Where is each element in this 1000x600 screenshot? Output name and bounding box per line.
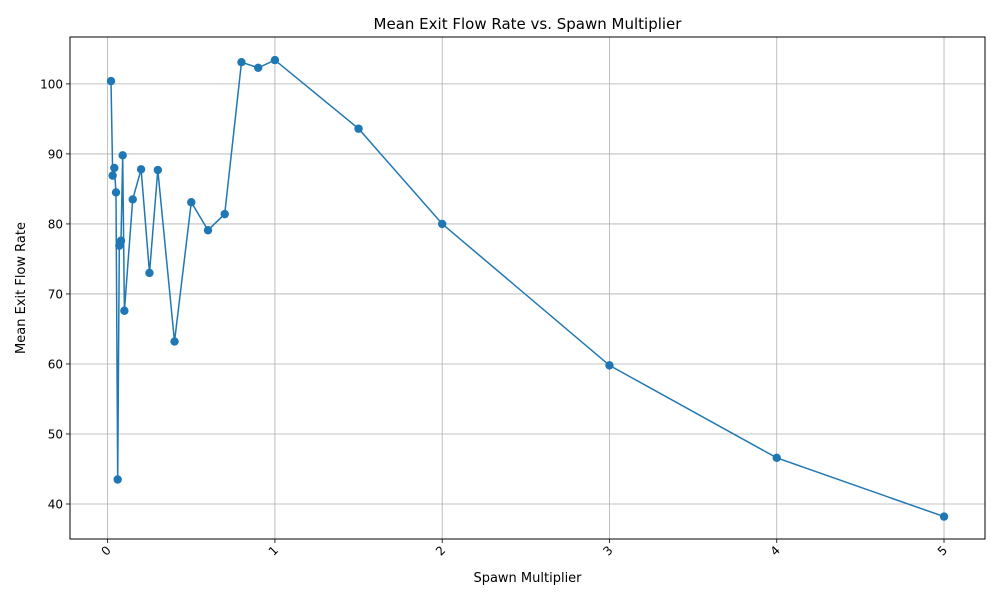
y-tick-label: 70	[48, 287, 63, 301]
data-point	[153, 165, 163, 175]
data-point	[354, 124, 363, 133]
plot-frame	[69, 36, 986, 540]
data-point	[203, 226, 213, 235]
y-axis: 40 50 60 70 80 90 100	[40, 77, 70, 511]
y-tick-label: 90	[48, 147, 63, 161]
data-point	[437, 219, 447, 229]
data-point	[145, 268, 154, 278]
data-point	[108, 171, 117, 180]
data-point	[113, 475, 122, 484]
data-point	[187, 198, 196, 207]
grid	[70, 37, 985, 539]
y-tick-label: 100	[40, 77, 63, 91]
series-layer	[106, 55, 949, 521]
data-point	[939, 512, 949, 521]
data-point	[253, 63, 263, 73]
data-point	[237, 58, 246, 67]
data-point	[111, 188, 121, 197]
data-point	[128, 195, 137, 204]
y-tick-label: 50	[48, 427, 63, 441]
data-point	[772, 453, 781, 462]
x-axis-label: Spawn Multiplier	[473, 571, 582, 586]
data-point	[118, 151, 127, 160]
data-point	[136, 165, 146, 174]
data-point	[116, 236, 126, 245]
data-point	[106, 76, 116, 86]
data-point	[270, 55, 280, 65]
chart-title: Mean Exit Flow Rate vs. Spawn Multiplier	[374, 15, 683, 33]
data-point	[605, 361, 614, 370]
data-point	[220, 209, 229, 219]
data-point	[120, 306, 129, 315]
data-point	[170, 337, 179, 346]
y-tick-label: 60	[48, 357, 63, 371]
y-tick-label: 40	[48, 497, 63, 511]
y-axis-label: Mean Exit Flow Rate	[14, 222, 29, 354]
y-tick-label: 80	[48, 217, 63, 231]
data-point	[110, 163, 119, 173]
